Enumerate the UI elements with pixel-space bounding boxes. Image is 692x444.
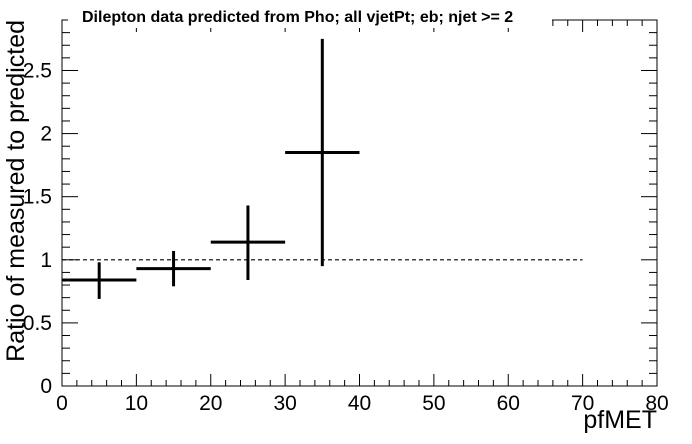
x-tick-labels: 0 10 20 30 40 50 60 70 80 (56, 392, 669, 415)
x-tick-label: 80 (645, 392, 668, 415)
x-axis-label: pfMET (583, 406, 657, 434)
data-point (62, 262, 137, 299)
x-tick-label: 70 (571, 392, 594, 415)
plot-frame (61, 19, 658, 387)
data-point (136, 250, 211, 287)
y-axis-label: Ratio of measured to predicted (2, 20, 30, 362)
data-points (62, 38, 360, 299)
y-tick-labels: 0 0.5 1 1.5 2 2.5 (23, 59, 52, 398)
y-tick-label: 2.5 (23, 59, 52, 82)
x-tick-label: 50 (422, 392, 445, 415)
x-tick-label: 60 (497, 392, 520, 415)
title-box (68, 4, 552, 28)
y-tick-label: 1 (40, 249, 52, 272)
y-tick-label: 0.5 (23, 312, 52, 335)
x-tick-label: 0 (56, 392, 68, 415)
y-tick-label: 0 (40, 375, 52, 398)
x-tick-label: 10 (125, 392, 148, 415)
x-tick-label: 40 (348, 392, 371, 415)
y-tick-label: 2 (40, 123, 52, 146)
chart-title: Dilepton data predicted from Pho; all vj… (82, 9, 513, 26)
x-tick-label: 20 (199, 392, 222, 415)
data-point (210, 205, 286, 280)
tick-marks (61, 19, 658, 387)
y-tick-label: 1.5 (23, 186, 52, 209)
data-point (285, 38, 360, 267)
x-tick-label: 30 (273, 392, 296, 415)
